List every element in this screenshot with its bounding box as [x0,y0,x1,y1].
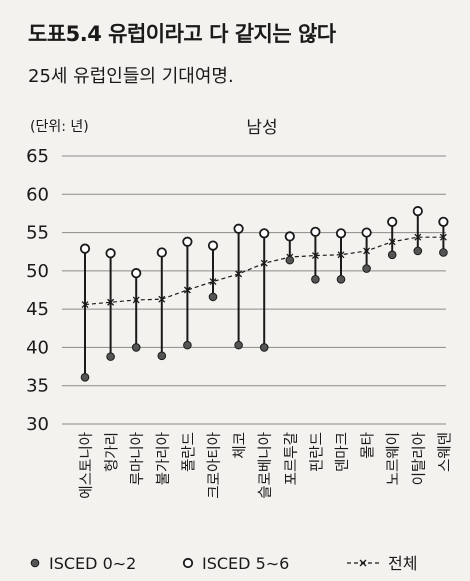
total-point-stroke [235,270,243,278]
total-point [311,252,319,260]
grid-lines [62,155,446,425]
isced-low-point [157,351,167,361]
isced-low-point [336,274,346,284]
isced-high-point [284,231,295,242]
total-point [260,259,268,267]
total-point-stroke [209,278,217,286]
x-tick-label: 슬로베니아 [257,432,274,499]
isced-low-point [208,292,218,302]
markers [79,206,449,382]
legend-isced-low-marker [30,558,40,568]
y-axis-ticks: 30 35 40 45 50 55 60 65 [26,146,49,435]
isced-high-point [335,228,347,239]
x-tick-label: 크로아티아 [206,432,223,499]
legend-total-label: 전체 [388,554,417,573]
legend-isced-high-label: ISCED 5∼6 [202,554,289,573]
x-axis-labels: 에스토니아 헝가리 루마니아 불가리아 폴란드 크로아티아 체코 슬로베니아 포르투갈 핀란드 덴마… [78,432,453,499]
x-tick-label: 불가리아 [155,432,172,485]
isced-low-point [413,246,423,256]
total-point [209,278,217,286]
x-tick-label: 이탈리아 [411,432,428,485]
isced-low-point [234,340,243,350]
y-tick-label: 50 [26,261,49,282]
total-point [363,247,371,255]
y-tick-label: 45 [26,299,49,320]
total-point [132,296,140,304]
isced-high-point [105,248,116,259]
isced-high-point [259,228,270,239]
total-point-stroke [337,251,345,259]
y-tick-label: 60 [26,184,49,205]
total-point-stroke [107,298,115,306]
legend-isced-low-label: ISCED 0∼2 [49,554,136,573]
total-point [337,251,345,259]
total-point-stroke [183,286,191,294]
x-tick-label: 루마니아 [129,432,146,485]
x-tick-label: 폴란드 [180,432,197,472]
x-tick-label: 노르웨이 [385,432,402,485]
x-tick-label: 덴마크 [334,432,351,472]
x-tick-label: 스웨덴 [436,432,453,472]
total-point [235,270,243,278]
total-point [81,301,89,309]
x-tick-label: 에스토니아 [78,432,95,499]
isced-high-point [207,240,219,251]
isced-low-point [131,343,141,352]
total-point [158,295,166,303]
y-tick-label: 40 [26,337,49,358]
y-tick-label: 35 [26,376,49,397]
total-point-stroke [388,238,396,246]
legend-total-x [359,559,367,567]
total-point [414,233,422,241]
range-lines [84,211,445,378]
y-tick-label: 30 [26,414,49,435]
unit-label: (단위: 년) [30,119,89,135]
isced-high-point [156,247,167,258]
isced-low-point [259,343,269,352]
total-point [388,238,396,246]
isced-low-point [183,340,192,350]
x-tick-label: 체코 [232,432,249,459]
total-point-stroke [132,296,140,304]
chart-title: 남성 [246,118,277,138]
total-point-stroke [311,252,319,260]
isced-high-point [131,268,142,279]
isced-high-point [361,227,372,238]
x-tick-label: 핀란드 [308,432,325,472]
total-point-stroke [158,295,166,303]
isced-low-point [439,248,448,257]
isced-high-point [412,206,423,217]
isced-high-point [182,236,193,247]
total-point [439,233,447,241]
legend-isced-high-marker [182,557,194,569]
isced-low-point [362,264,371,273]
isced-low-point [285,255,295,265]
isced-high-point [387,216,398,227]
total-point-stroke [414,233,422,241]
total-point [107,298,115,306]
isced-high-point [233,223,244,234]
y-tick-label: 55 [26,223,49,244]
figure-subtitle: 25세 유럽인들의 기대여명. [28,66,234,87]
isced-high-point [79,243,91,254]
x-tick-label: 포르투갈 [283,432,300,485]
total-point-stroke [260,259,268,267]
isced-low-point [311,274,320,284]
figure-title: 도표5.4 유럽이라고 다 같지는 않다 [28,22,336,46]
isced-low-point [80,372,90,382]
total-point-stroke [439,233,447,241]
isced-high-point [310,226,321,237]
x-tick-label: 헝가리 [104,432,121,472]
legend: ISCED 0∼2 ISCED 5∼6 전체 [30,554,417,573]
total-point-stroke [81,301,89,309]
y-tick-label: 65 [26,146,49,167]
x-tick-label: 몰타 [360,432,377,459]
isced-low-point [106,352,115,361]
total-point-stroke [363,247,371,255]
total-point [183,286,191,294]
isced-low-point [387,250,397,260]
isced-high-point [438,216,449,227]
